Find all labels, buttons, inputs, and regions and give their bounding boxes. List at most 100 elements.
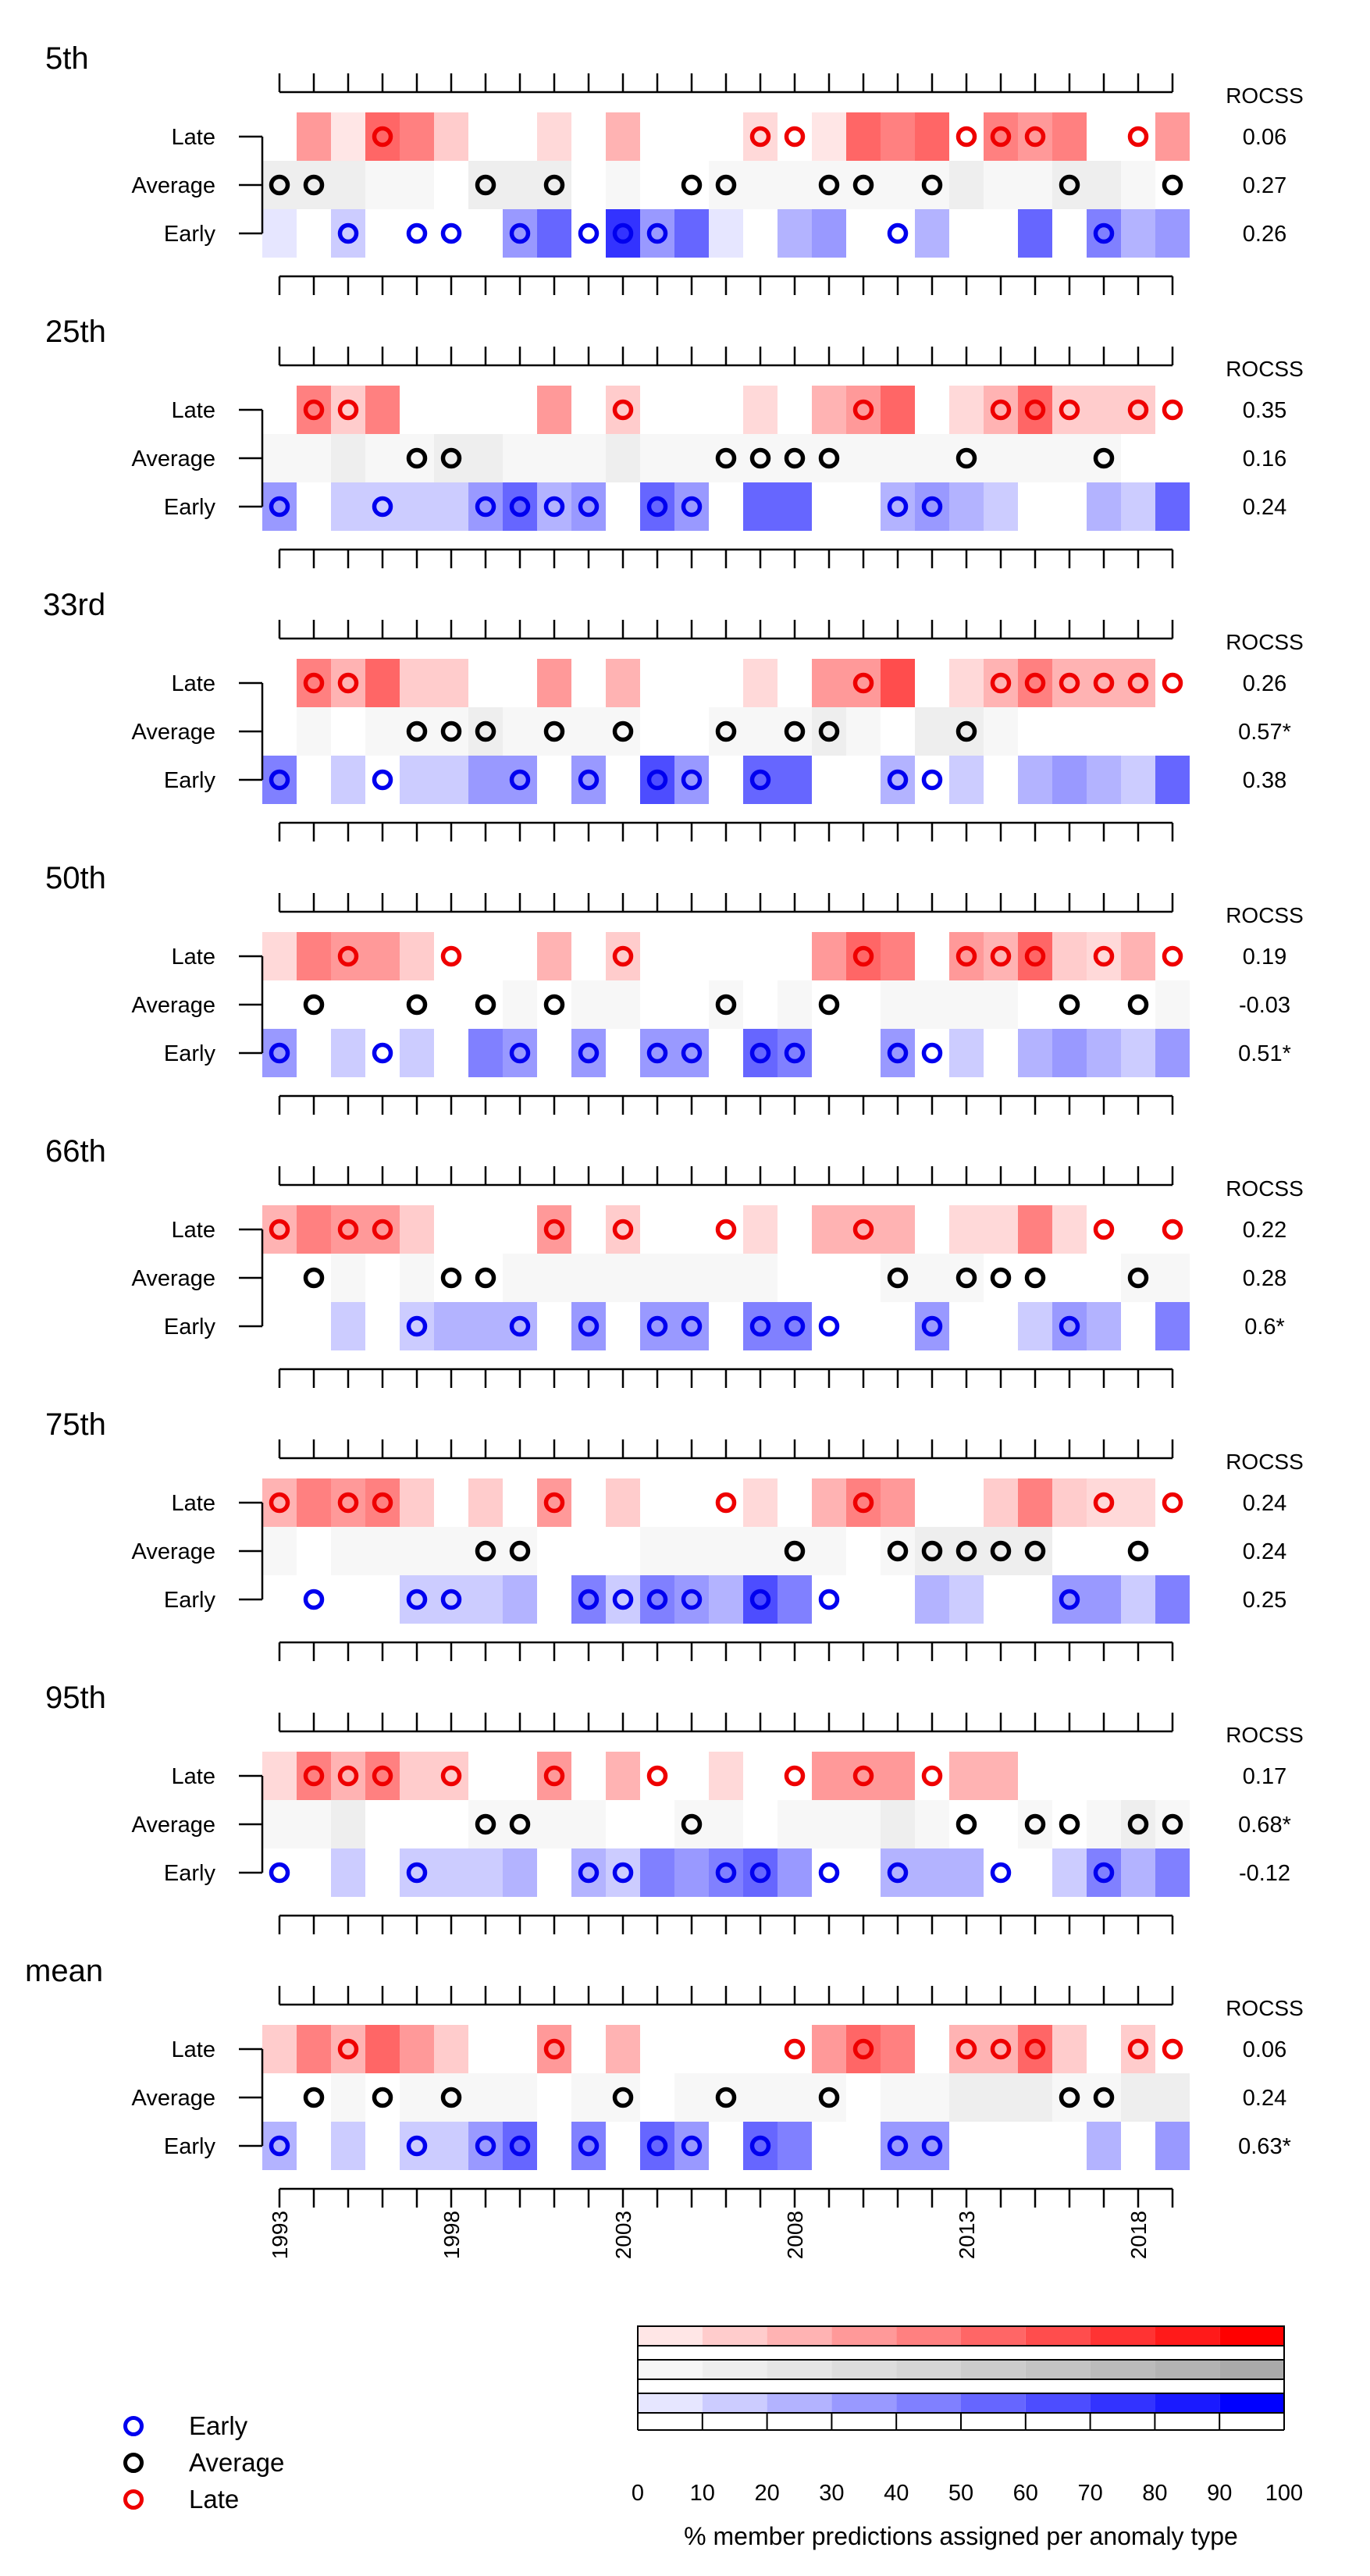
observed-marker (1127, 672, 1149, 694)
heat-cell (915, 2122, 949, 2170)
heat-cell (640, 1254, 674, 1302)
heat-cell (984, 932, 1018, 980)
rocss-score: 0.17 (1243, 1764, 1286, 1789)
heat-cell (571, 1575, 606, 1624)
heat-cell (778, 756, 812, 804)
heat-cell (606, 980, 640, 1029)
heat-cell (915, 2073, 949, 2122)
heat-cell (778, 1575, 812, 1624)
observed-marker (543, 496, 565, 518)
heat-cell (674, 2073, 709, 2122)
heat-cell (778, 707, 812, 756)
colorbar-cell (1090, 2326, 1155, 2346)
rocss-score: 0.16 (1243, 447, 1286, 471)
heat-cell (1155, 482, 1190, 531)
heat-cell (846, 112, 881, 161)
heat-cell (1121, 482, 1155, 531)
colorbar-tick-label: 50 (948, 2481, 973, 2506)
rocss-score: 0.26 (1243, 222, 1286, 247)
heat-cell (537, 932, 571, 980)
heat-cell (503, 1527, 537, 1575)
heat-cell (468, 482, 503, 531)
observed-marker (1093, 1862, 1115, 1884)
heat-cell (778, 2073, 812, 2122)
heat-cell (297, 707, 331, 756)
heat-cell (1087, 1302, 1121, 1350)
colorbar-cell (961, 2360, 1026, 2379)
heat-cell (881, 2025, 915, 2073)
heat-cell (503, 1029, 537, 1077)
heat-cell (1018, 386, 1052, 434)
heat-cell (1052, 112, 1087, 161)
heat-cell (1155, 112, 1190, 161)
observed-marker (715, 1492, 737, 1514)
heat-cell (1018, 756, 1052, 804)
heat-cell (331, 1527, 365, 1575)
observed-marker (578, 2135, 600, 2157)
heat-cell (1087, 434, 1121, 482)
heat-cell (297, 659, 331, 707)
heat-cell (503, 209, 537, 258)
year-tick-label: 1993 (268, 2211, 292, 2259)
heat-cell (468, 756, 503, 804)
heat-cell (881, 1029, 915, 1077)
observed-marker (749, 1315, 771, 1337)
colorbar-cell (1219, 2360, 1284, 2379)
heat-cell (984, 482, 1018, 531)
heat-cell (1018, 1800, 1052, 1848)
observed-marker (681, 2135, 703, 2157)
heat-cell (537, 209, 571, 258)
heat-cell (949, 482, 984, 531)
heat-cell (297, 1478, 331, 1527)
colorbar-cell (638, 2360, 703, 2379)
row-label: Late (172, 398, 215, 423)
observed-marker (715, 720, 737, 742)
heat-cell (984, 386, 1018, 434)
score-header: ROCSS (1226, 84, 1304, 108)
rocss-score: 0.06 (1243, 2037, 1286, 2062)
observed-marker (921, 769, 943, 791)
heat-cell (434, 1527, 468, 1575)
heat-cell (743, 756, 778, 804)
heat-cell (984, 659, 1018, 707)
heat-cell (846, 1478, 881, 1527)
heat-cell (640, 209, 674, 258)
heat-cell (743, 2073, 778, 2122)
year-tick-label: 2013 (955, 2211, 979, 2259)
heat-cell (1121, 2073, 1155, 2122)
rocss-score: 0.24 (1243, 495, 1286, 520)
observed-marker (1059, 994, 1080, 1016)
heat-cell (640, 1302, 674, 1350)
observed-marker (303, 2087, 325, 2108)
observed-marker (852, 672, 874, 694)
observed-marker (406, 994, 428, 1016)
heat-cell (1018, 1205, 1052, 1254)
heat-cell (1087, 161, 1121, 209)
heat-cell (468, 161, 503, 209)
observed-marker (1059, 1813, 1080, 1835)
row-label: Early (164, 1588, 216, 1613)
heat-cell (606, 1254, 640, 1302)
rocss-score: 0.25 (1243, 1588, 1286, 1613)
heat-cell (915, 482, 949, 531)
rocss-score: 0.68* (1238, 1813, 1291, 1838)
observed-marker (543, 2038, 565, 2060)
heat-cell (1087, 209, 1121, 258)
heat-cell (331, 482, 365, 531)
observed-marker (1059, 1315, 1080, 1337)
row-label: Early (164, 2134, 216, 2159)
heat-cell (331, 1302, 365, 1350)
colorbar-tick-label: 90 (1207, 2481, 1232, 2506)
heat-cell (571, 1254, 606, 1302)
heat-cell (537, 434, 571, 482)
panel-title: 33rd (43, 588, 105, 622)
observed-marker (509, 1540, 531, 1562)
observed-marker (921, 174, 943, 196)
heat-cell (743, 482, 778, 531)
heat-cell (331, 2073, 365, 2122)
heat-cell (1155, 756, 1190, 804)
observed-marker (1024, 126, 1046, 148)
heat-cell (812, 1478, 846, 1527)
heat-cell (743, 1478, 778, 1527)
observed-marker (784, 1540, 806, 1562)
